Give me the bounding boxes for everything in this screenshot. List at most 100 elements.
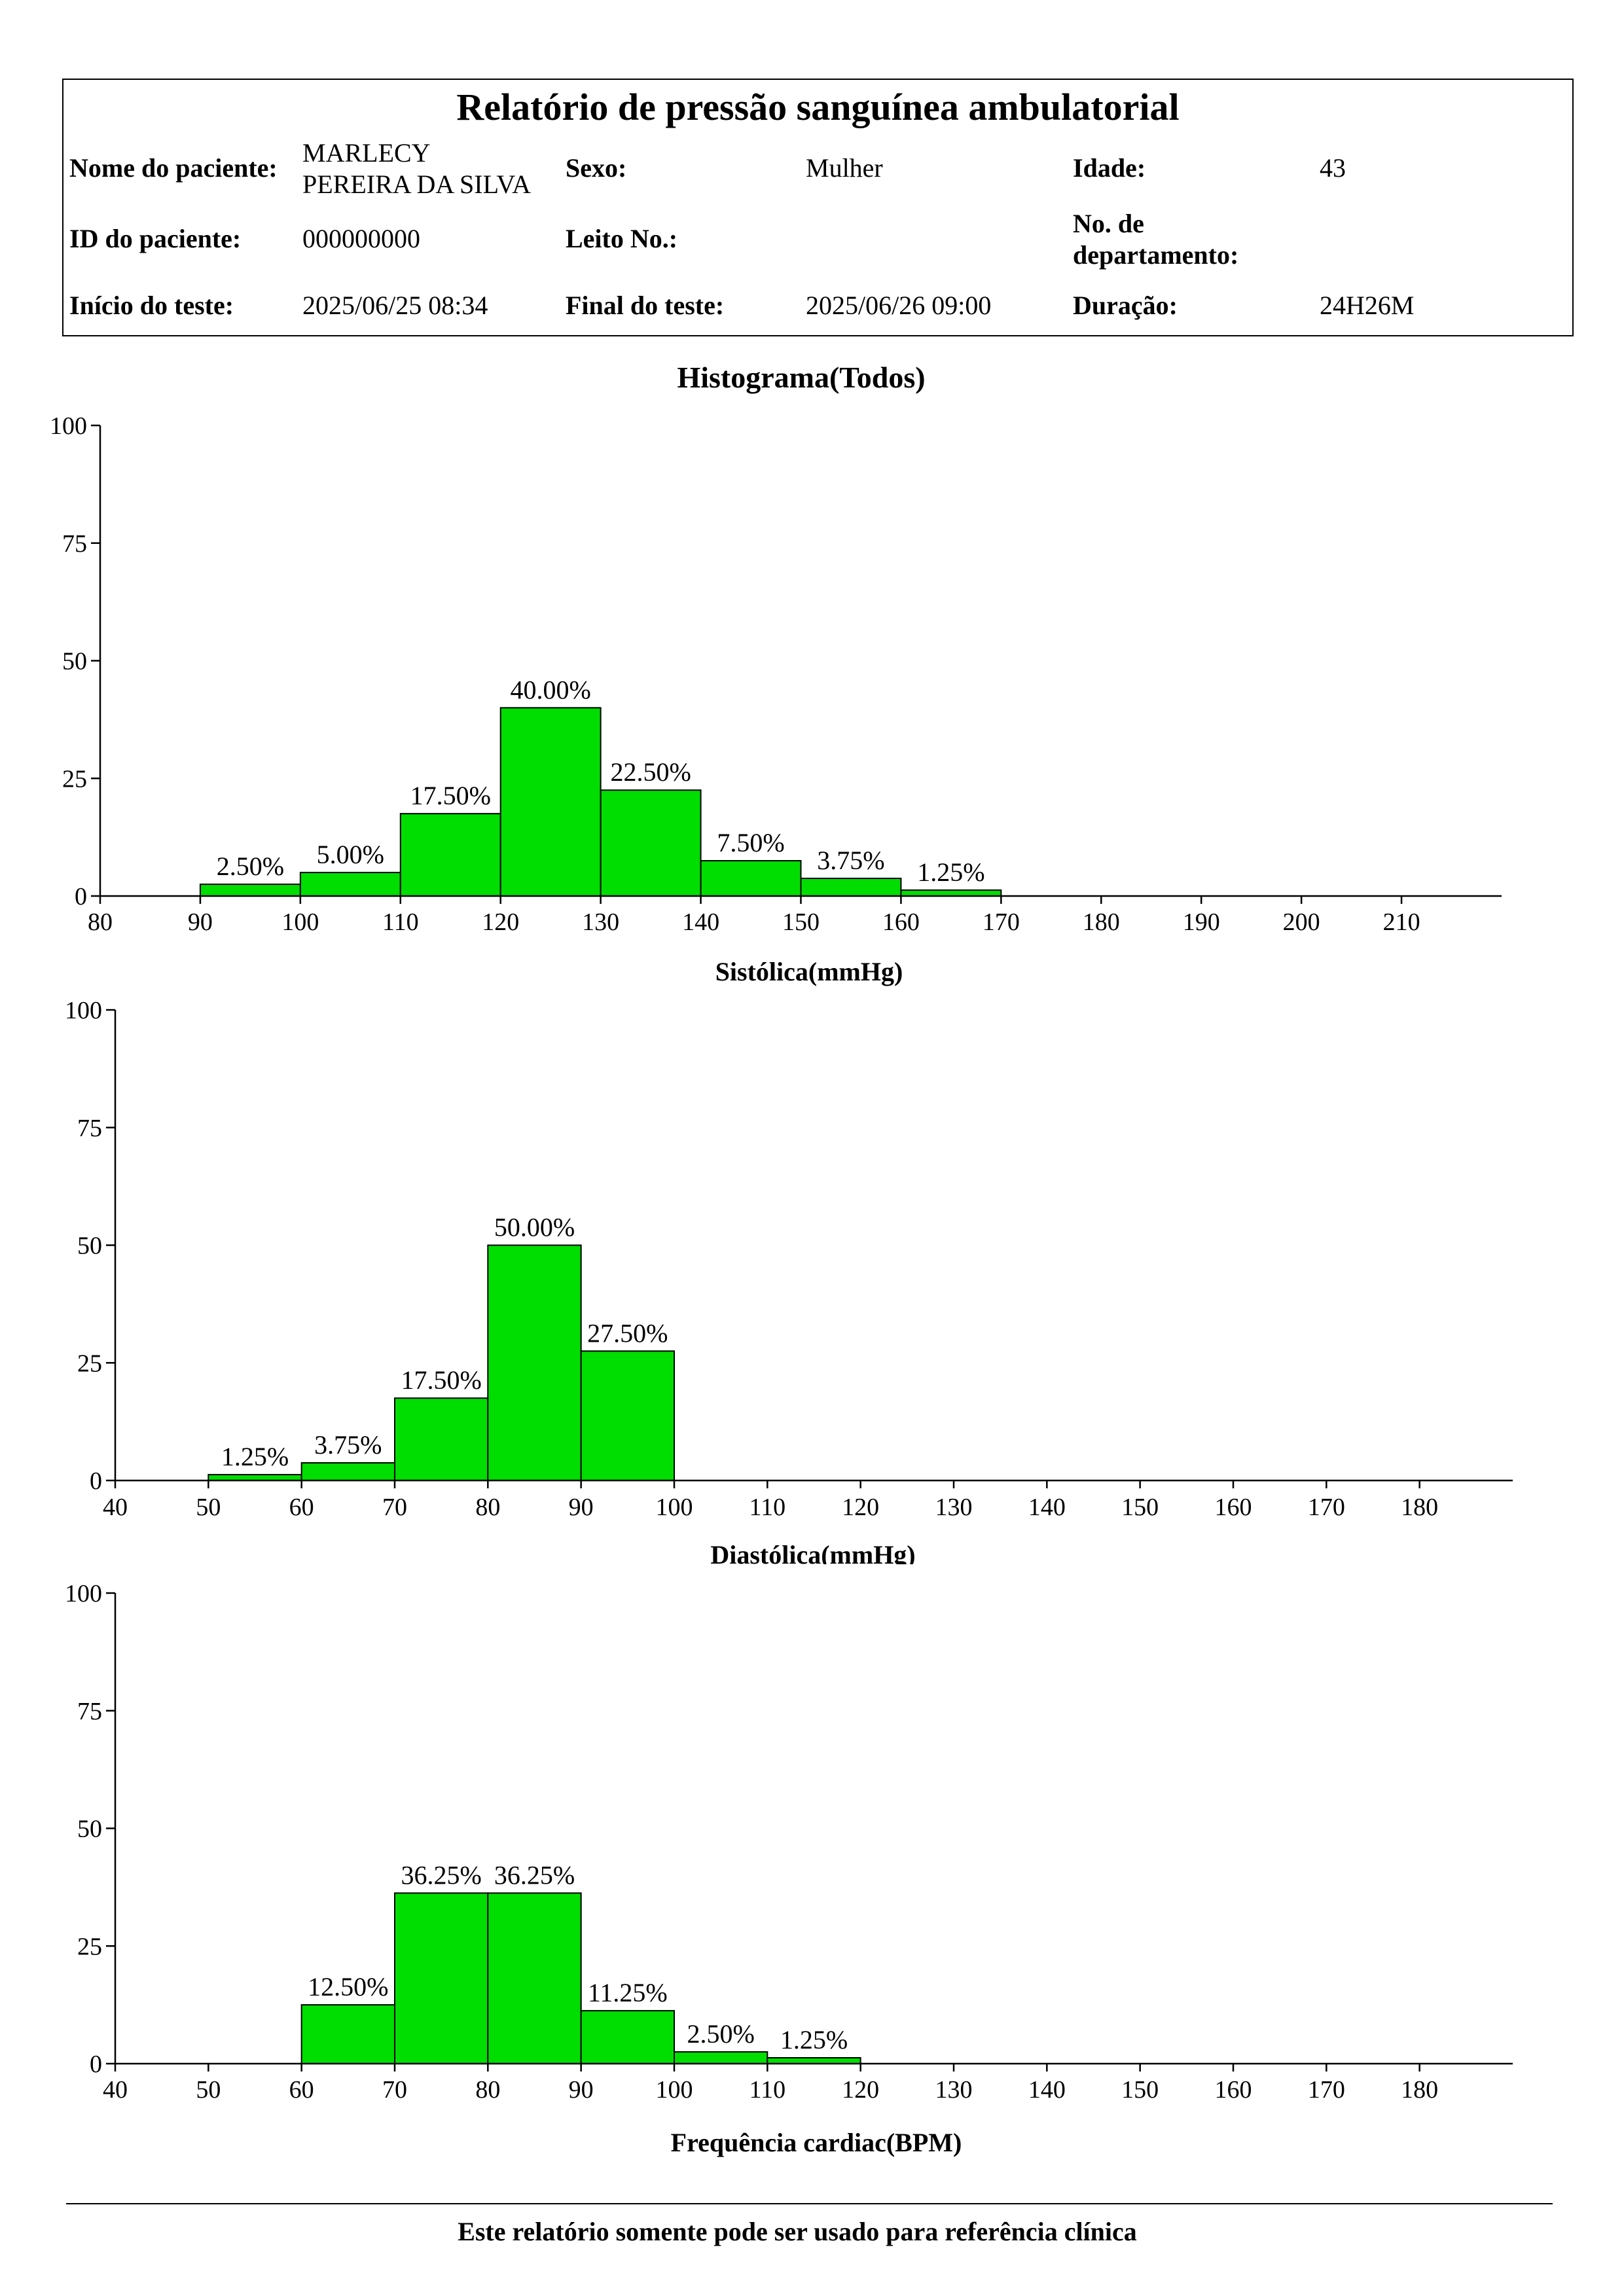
x-axis-label: Frequência cardiac(BPM) <box>671 2128 962 2157</box>
histogram-heading: Histograma(Todos) <box>677 361 926 394</box>
x-tick-label: 180 <box>1401 2076 1438 2104</box>
x-tick-label: 50 <box>196 2076 221 2104</box>
histogram-bars: 1.25% 3.75% 17.50% 50.00% 27.50% <box>208 1213 676 1482</box>
x-tick-label: 140 <box>682 908 719 936</box>
y-tick-label: 25 <box>77 1350 102 1377</box>
age-label: Idade: <box>1073 153 1146 183</box>
data-label: 1.25% <box>221 1442 289 1471</box>
x-tick-label: 170 <box>1308 1494 1345 1521</box>
x-tick-label: 160 <box>1215 2076 1252 2104</box>
data-label: 27.50% <box>587 1318 668 1348</box>
y-tick-label: 50 <box>77 1232 102 1260</box>
test-start-value: 2025/06/25 08:34 <box>302 291 488 320</box>
test-end-label: Final do teste: <box>566 291 725 320</box>
data-label: 17.50% <box>401 1365 482 1395</box>
x-axis-label: Sistólica(mmHg) <box>715 957 903 986</box>
data-label: 1.25% <box>780 2025 848 2054</box>
data-label: 1.25% <box>917 857 984 887</box>
y-tick-label: 50 <box>62 648 87 675</box>
data-label: 2.50% <box>687 2019 755 2049</box>
y-tick-label: 25 <box>77 1933 102 1960</box>
data-label: 22.50% <box>610 757 691 787</box>
histogram-bar <box>487 1892 582 2064</box>
x-tick-label: 150 <box>1121 1494 1159 1521</box>
data-label: 40.00% <box>511 675 591 704</box>
y-tick-label: 75 <box>77 1698 102 1725</box>
data-label: 2.50% <box>217 852 284 881</box>
y-tick-label: 50 <box>77 1816 102 1843</box>
x-tick-label: 110 <box>749 1494 786 1521</box>
x-tick-label: 100 <box>656 2076 693 2104</box>
histogram-bar <box>700 860 802 897</box>
y-tick-label: 75 <box>77 1115 102 1142</box>
y-tick-label: 0 <box>75 883 87 910</box>
x-tick-label: 180 <box>1083 908 1120 936</box>
histogram-bar <box>900 889 1002 897</box>
y-tick-label: 75 <box>62 530 87 558</box>
sex-label: Sexo: <box>566 153 627 183</box>
histogram-bar <box>199 884 301 897</box>
x-axis-label: Diastólica(mmHg) <box>710 1540 915 1564</box>
x-tick-label: 70 <box>382 2076 407 2104</box>
histogram-bar <box>600 789 702 897</box>
duration-value: 24H26M <box>1320 291 1415 320</box>
histogram-bar <box>300 2004 395 2064</box>
y-tick-label: 100 <box>50 412 87 440</box>
x-tick-label: 160 <box>882 908 920 936</box>
x-tick-label: 60 <box>289 1494 314 1521</box>
y-tick-label: 100 <box>65 997 102 1024</box>
x-tick-label: 110 <box>749 2076 786 2104</box>
histogram-bar <box>499 707 602 897</box>
x-tick-label: 80 <box>88 908 113 936</box>
histogram-bar <box>580 1350 676 1482</box>
x-tick-label: 120 <box>482 908 519 936</box>
histogram-bar <box>580 2010 676 2064</box>
x-tick-label: 90 <box>569 1494 594 1521</box>
x-tick-label: 170 <box>983 908 1020 936</box>
report-title: Relatório de pressão sanguínea ambulator… <box>456 86 1180 128</box>
histogram-bar <box>394 1892 489 2064</box>
x-tick-label: 90 <box>188 908 213 936</box>
x-tick-label: 130 <box>935 1494 973 1521</box>
department-label: No. de departamento: <box>1073 209 1239 270</box>
data-label: 36.25% <box>494 1860 575 1890</box>
histogram-bar <box>208 1474 302 1482</box>
x-tick-label: 120 <box>842 2076 879 2104</box>
patient-name-label: Nome do paciente: <box>69 153 278 183</box>
y-tick-label: 25 <box>62 765 87 793</box>
histogram-bar <box>767 2057 861 2065</box>
x-tick-label: 140 <box>1028 1494 1066 1521</box>
histogram-systolic: Sistólica(mmHg) 2.50% 5.00% 17.50% 40.00% 22… <box>50 412 1502 986</box>
histogram-diastolic: Diastólica(mmHg) 1.25% 3.75% 17.50% 50.00% 2… <box>65 997 1513 1564</box>
histogram-bar <box>800 878 902 897</box>
x-tick-label: 180 <box>1401 1494 1438 1521</box>
y-tick-label: 100 <box>65 1580 102 1607</box>
test-start-label: Início do teste: <box>69 291 234 320</box>
report-header: Relatório de pressão sanguínea ambulator… <box>62 79 1574 336</box>
data-label: 17.50% <box>410 781 491 810</box>
x-tick-label: 90 <box>569 2076 594 2104</box>
data-label: 12.50% <box>308 1972 388 2001</box>
x-tick-label: 120 <box>842 1494 879 1521</box>
x-tick-label: 100 <box>656 1494 693 1521</box>
x-tick-label: 160 <box>1215 1494 1252 1521</box>
x-tick-label: 200 <box>1283 908 1320 936</box>
data-label: 3.75% <box>314 1430 382 1460</box>
data-label: 5.00% <box>317 840 384 869</box>
y-tick-label: 0 <box>90 1467 102 1495</box>
patient-name-value: MARLECY PEREIRA DA SILVA <box>302 138 531 199</box>
x-tick-label: 40 <box>103 2076 128 2104</box>
bed-label: Leito No.: <box>566 224 678 253</box>
x-tick-label: 150 <box>782 908 820 936</box>
test-end-value: 2025/06/26 09:00 <box>806 291 992 320</box>
sex-value: Mulher <box>806 153 883 183</box>
histogram-bar <box>300 1462 395 1481</box>
data-label: 36.25% <box>401 1860 482 1890</box>
data-label: 7.50% <box>717 828 784 857</box>
histogram-bar <box>674 2051 768 2065</box>
age-value: 43 <box>1320 153 1346 183</box>
histogram-bars: 2.50% 5.00% 17.50% 40.00% 22.50% 7.50% 3.75% 1.… <box>199 675 1002 897</box>
histogram-bar <box>487 1244 582 1481</box>
duration-label: Duração: <box>1073 291 1178 320</box>
x-tick-label: 170 <box>1308 2076 1345 2104</box>
